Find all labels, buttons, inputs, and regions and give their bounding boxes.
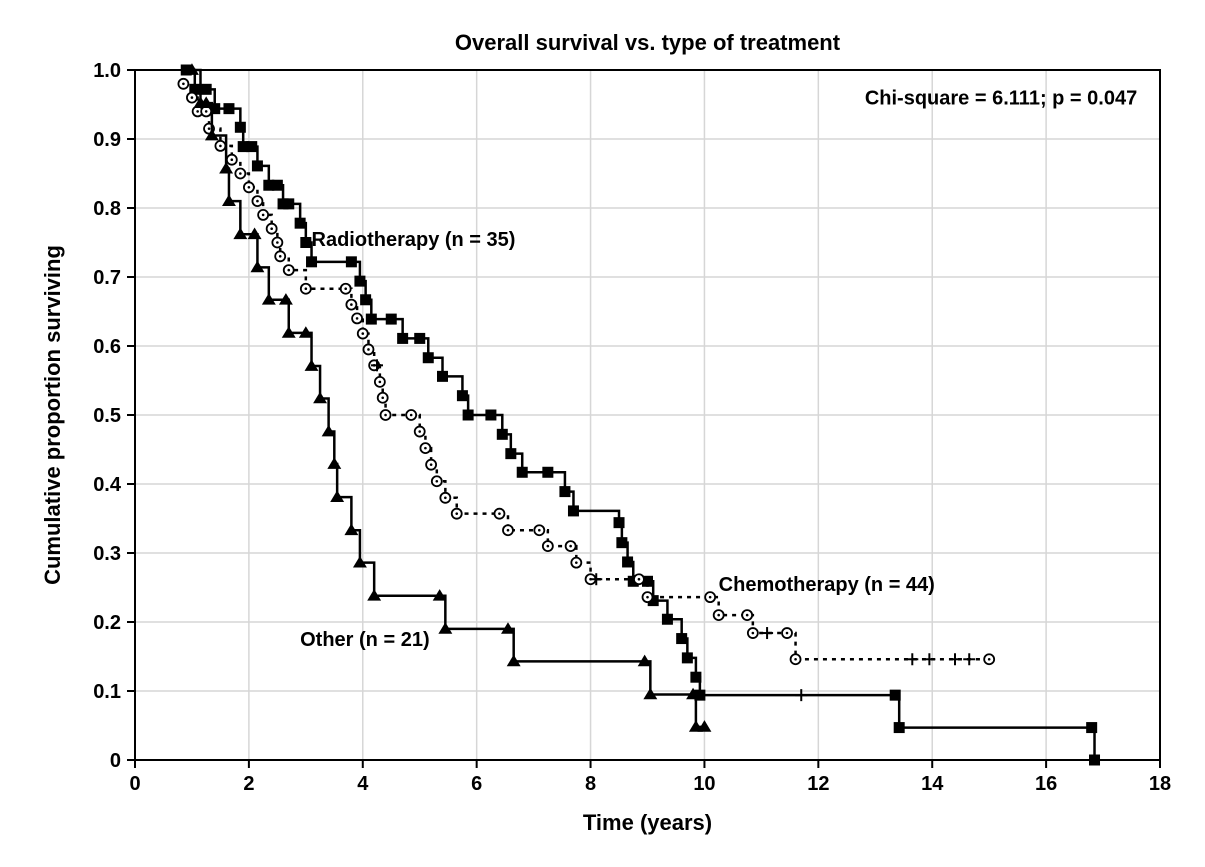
chart-title: Overall survival vs. type of treatment (455, 30, 841, 55)
chart-annotation-2: Chemotherapy (n = 44) (719, 574, 935, 596)
svg-text:14: 14 (921, 773, 944, 795)
chart-svg: 0 2 4 6 8 10 12 14 16 18 0 0.1 0.2 0.3 0.4 0.5 0.6 0.7 0.8… (20, 20, 1185, 847)
survival-chart: 0 2 4 6 8 10 12 14 16 18 0 0.1 0.2 0.3 0.4 0.5 0.6 0.7 0.8… (20, 20, 1185, 847)
svg-text:0.2: 0.2 (93, 612, 121, 634)
svg-text:6: 6 (471, 773, 482, 795)
svg-text:18: 18 (1149, 773, 1171, 795)
svg-text:0.5: 0.5 (93, 405, 121, 427)
svg-text:0.6: 0.6 (93, 336, 121, 358)
svg-text:0: 0 (110, 750, 121, 772)
svg-text:12: 12 (807, 773, 829, 795)
svg-text:0: 0 (129, 773, 140, 795)
svg-text:10: 10 (693, 773, 715, 795)
x-axis-label: Time (years) (583, 810, 712, 835)
svg-text:8: 8 (585, 773, 596, 795)
svg-text:0.4: 0.4 (93, 474, 122, 496)
svg-text:0.3: 0.3 (93, 543, 121, 565)
svg-text:2: 2 (243, 773, 254, 795)
svg-text:4: 4 (357, 773, 369, 795)
svg-text:0.8: 0.8 (93, 198, 121, 220)
svg-text:0.7: 0.7 (93, 267, 121, 289)
svg-text:16: 16 (1035, 773, 1057, 795)
svg-text:0.1: 0.1 (93, 681, 121, 703)
chart-annotation-0: Chi-square = 6.111; p = 0.047 (865, 88, 1137, 110)
chart-annotation-3: Other (n = 21) (300, 629, 429, 651)
svg-text:0.9: 0.9 (93, 129, 121, 151)
svg-text:1.0: 1.0 (93, 60, 121, 82)
y-axis-label: Cumulative proportion surviving (40, 245, 65, 585)
chart-annotation-1: Radiotherapy (n = 35) (312, 229, 516, 251)
